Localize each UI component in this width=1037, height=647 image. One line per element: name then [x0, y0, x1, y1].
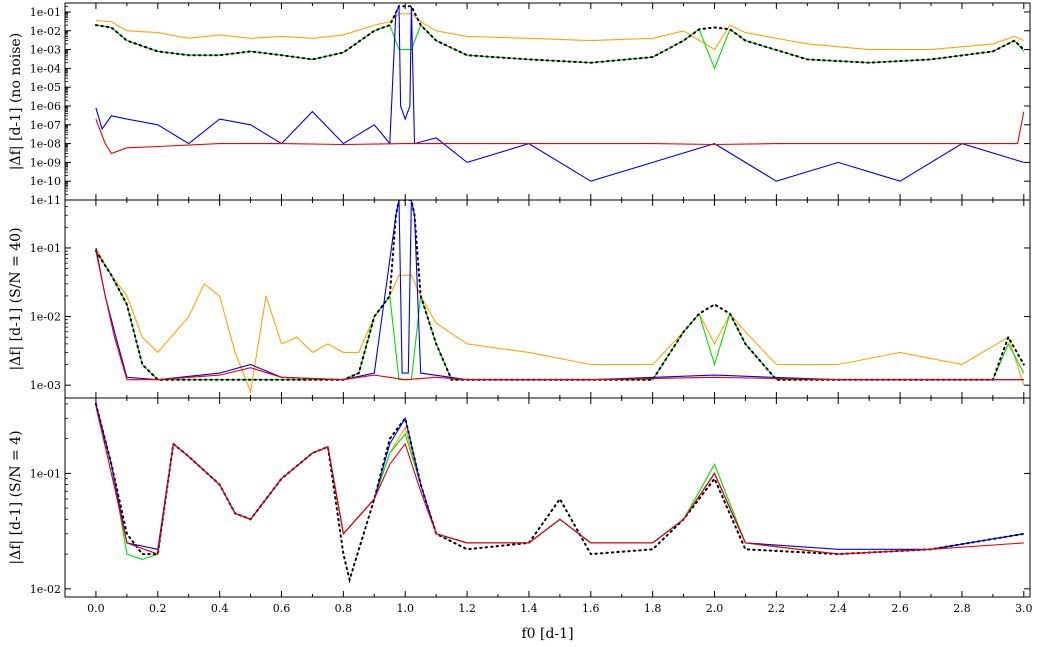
xtick-label: 1.0 — [396, 602, 414, 615]
xtick-label: 1.4 — [520, 602, 538, 615]
panel-2-series-red — [95, 250, 1024, 381]
xtick-label: 1.6 — [582, 602, 600, 615]
xtick-label: 1.2 — [458, 602, 476, 615]
panel-2-ytick-label: 1e-01 — [30, 242, 61, 255]
labels-layer: 1e-01 1e-02 1e-03 1e-04 1e-05 1e-06 1e-07 1e-08… — [8, 6, 1033, 642]
xtick-label: 2.2 — [768, 602, 786, 615]
panel-2-ylabel: |Δf| [d-1] (S/N = 40) — [8, 227, 24, 370]
panel-frames — [64, 2, 1031, 598]
panel-1-ytick-label: 1e-07 — [30, 119, 61, 132]
panel-2-ytick-label: 1e-02 — [30, 311, 61, 324]
panel-1-series-orange — [95, 13, 1025, 51]
panel-3-ytick-label: 1e-01 — [30, 467, 61, 480]
panel-1-ytick-label: 1e-06 — [30, 100, 61, 113]
panel-1-ytick-label: 1e-05 — [30, 81, 61, 94]
panel-1-ylabel: |Δf| [d-1] (no noise) — [8, 33, 24, 170]
xtick-label: 0.8 — [335, 602, 353, 615]
panel-2-ytick-label: 1e-03 — [30, 379, 61, 392]
panel-1-ytick-label: 1e-08 — [30, 138, 61, 151]
xtick-label: 0.6 — [273, 602, 291, 615]
series-layer — [94, 4, 1025, 584]
panel-1-ytick-label: 1e-03 — [30, 44, 61, 57]
xtick-label: 2.6 — [891, 602, 909, 615]
panel-3-series-black — [94, 402, 1025, 584]
panel-1-ytick-label: 1e-10 — [30, 175, 61, 188]
panel-2-series-blue — [95, 200, 1024, 381]
panel-1-ytick-label: 1e-09 — [30, 156, 61, 169]
xtick-label: 2.4 — [829, 602, 847, 615]
xtick-label: 0.4 — [211, 602, 229, 615]
xtick-label: 0.2 — [149, 602, 167, 615]
xtick-label: 0.0 — [87, 602, 105, 615]
panel-3-series-green — [95, 403, 1024, 560]
panel-1-ytick-label: 1e-02 — [30, 25, 61, 38]
xlabel: f0 [d-1] — [521, 626, 573, 642]
panel-1-series-blue — [95, 4, 1024, 182]
panel-2-series-orange — [95, 247, 1025, 394]
panel-1-ytick-label: 1e-01 — [30, 6, 61, 19]
panel-1-series-black — [94, 5, 1025, 64]
xtick-label: 1.8 — [644, 602, 662, 615]
panel-1-ytick-label: 1e-11 — [30, 194, 61, 207]
ticks-layer — [65, 3, 1030, 597]
panel-1-series-red — [95, 111, 1025, 155]
panel-1-ytick-label: 1e-04 — [30, 62, 61, 75]
panel-1-frame — [64, 2, 1031, 201]
panel-3-frame — [64, 397, 1031, 598]
panel-3-ytick-label: 1e-02 — [30, 583, 61, 596]
xtick-label: 3.0 — [1015, 602, 1033, 615]
panel-3-ylabel: |Δf| [d-1] (S/N = 4) — [8, 430, 24, 564]
xtick-label: 2.0 — [706, 602, 724, 615]
panel-2-series-green — [95, 250, 1025, 381]
panel-2-frame — [64, 199, 1031, 399]
xtick-label: 2.8 — [953, 602, 971, 615]
panel-2-series-black — [94, 200, 1025, 381]
panel-3-series-orange — [95, 403, 1024, 555]
panel-3-series-blue — [95, 403, 1024, 550]
panel-3-series-red — [95, 406, 1024, 555]
